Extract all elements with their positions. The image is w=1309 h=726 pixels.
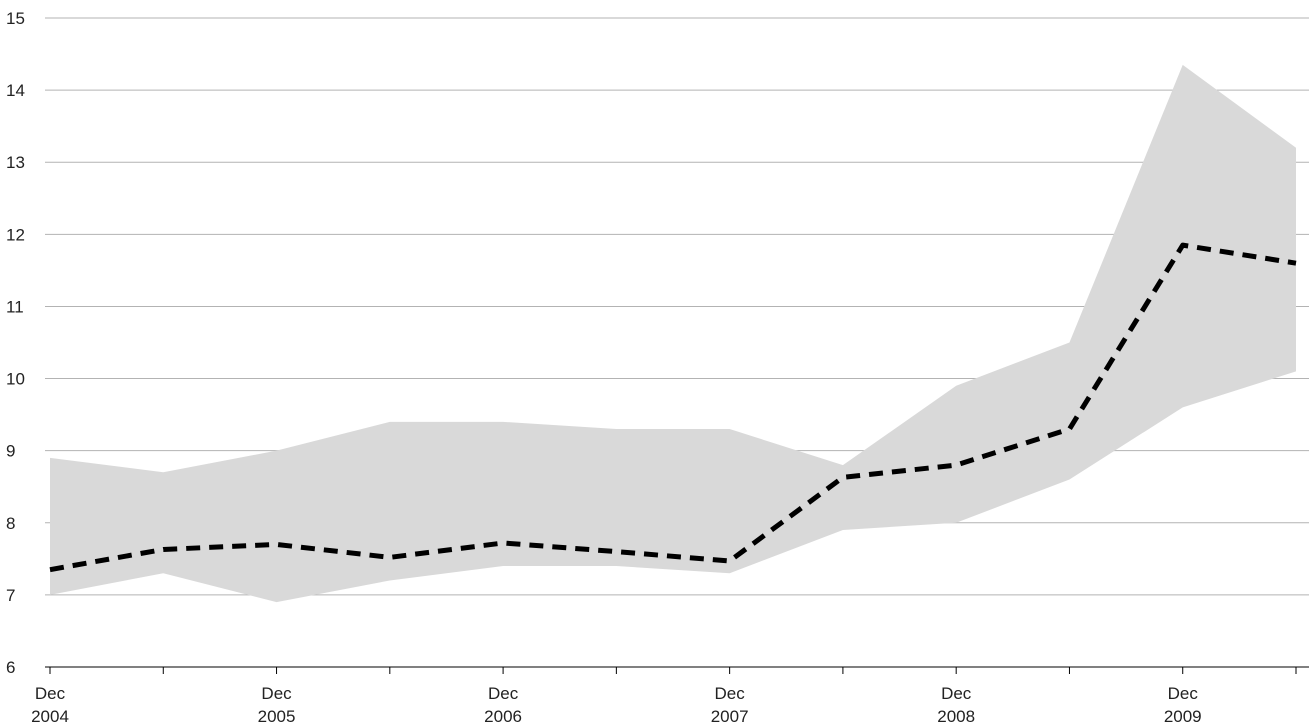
x-tick-label-year: 2006 xyxy=(484,707,522,726)
y-tick-label: 11 xyxy=(6,297,24,316)
y-tick-label: 10 xyxy=(6,370,25,389)
x-tick-label-month: Dec xyxy=(261,684,292,703)
y-tick-label: 8 xyxy=(6,514,15,533)
x-tick-label-year: 2007 xyxy=(711,707,749,726)
x-tick-label-year: 2004 xyxy=(31,707,69,726)
y-tick-label: 15 xyxy=(6,9,25,28)
y-tick-label: 6 xyxy=(6,658,15,677)
x-tick-labels: Dec 2004 Dec 2005 Dec 2006 Dec 2007 Dec 2008 Dec 20… xyxy=(31,684,1202,726)
x-tick-label-year: 2005 xyxy=(258,707,296,726)
x-axis xyxy=(45,666,1309,674)
x-tick-label-month: Dec xyxy=(35,684,66,703)
y-tick-label: 9 xyxy=(6,442,15,461)
x-tick-label-year: 2009 xyxy=(1164,707,1202,726)
median-line xyxy=(49,242,1297,573)
median-line-group xyxy=(49,242,1297,573)
y-tick-label: 13 xyxy=(6,153,25,172)
range-band xyxy=(50,64,1296,603)
x-tick-label-month: Dec xyxy=(1168,684,1199,703)
y-tick-label: 12 xyxy=(6,225,25,244)
x-tick-label-month: Dec xyxy=(715,684,746,703)
x-tick-label-month: Dec xyxy=(488,684,519,703)
y-tick-labels: 6 7 8 9 10 11 12 13 14 15 xyxy=(6,9,25,677)
x-tick-label-year: 2008 xyxy=(937,707,975,726)
range-band-area xyxy=(50,64,1296,603)
x-tick-label-month: Dec xyxy=(941,684,972,703)
y-tick-label: 14 xyxy=(6,81,25,100)
y-tick-label: 7 xyxy=(6,586,15,605)
